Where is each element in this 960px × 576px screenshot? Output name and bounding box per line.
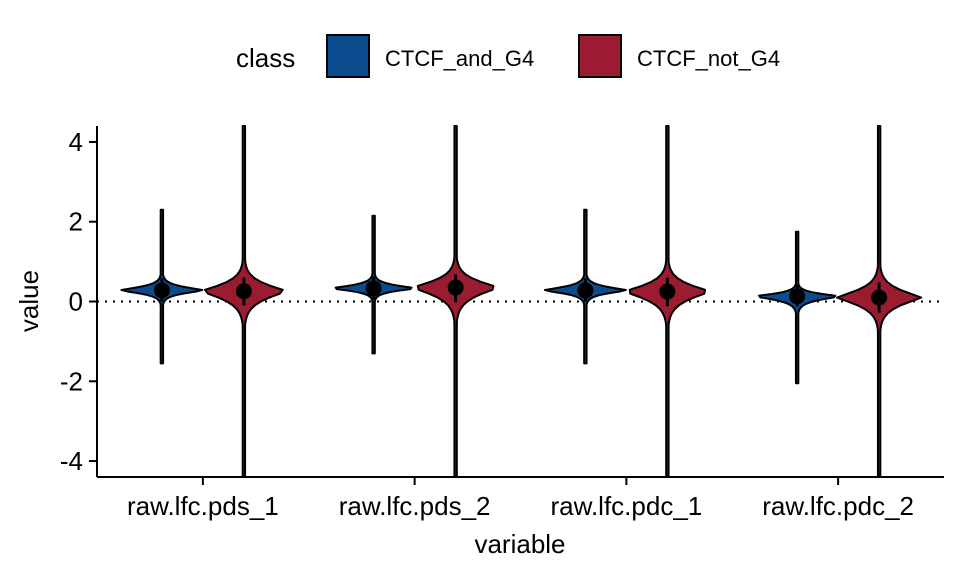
y-tick-label-3: 2 — [69, 207, 83, 237]
y-tick-label-2: 0 — [69, 287, 83, 317]
y-tick-label-1: -2 — [60, 366, 83, 396]
median-point-ctcf-and-g4-raw-lfc-pds-2 — [365, 280, 382, 297]
legend-label-ctcf-not-g4: CTCF_not_G4 — [637, 46, 780, 71]
y-tick-label-0: -4 — [60, 446, 83, 476]
legend-swatch-ctcf-not-g4 — [578, 34, 622, 78]
axes: -4 -2 0 2 4 raw.lfc.pds_1 raw.lfc.pds_2 raw.lfc… — [60, 127, 914, 521]
x-tick-label-raw-lfc-pds-2: raw.lfc.pds_2 — [339, 491, 491, 521]
x-axis-label: variable — [474, 529, 565, 559]
median-point-ctcf-not-g4-raw-lfc-pdc-1 — [659, 283, 676, 300]
legend-swatch-ctcf-and-g4 — [326, 34, 370, 78]
legend-label-ctcf-and-g4: CTCF_and_G4 — [385, 46, 534, 71]
x-tick-label-raw-lfc-pdc-1: raw.lfc.pdc_1 — [551, 491, 703, 521]
median-point-ctcf-not-g4-raw-lfc-pds-2 — [447, 279, 464, 296]
median-point-ctcf-and-g4-raw-lfc-pdc-2 — [789, 288, 806, 305]
median-point-ctcf-not-g4-raw-lfc-pdc-2 — [871, 289, 888, 306]
plot-area — [97, 125, 944, 478]
x-tick-label-raw-lfc-pds-1: raw.lfc.pds_1 — [127, 491, 279, 521]
median-point-ctcf-and-g4-raw-lfc-pds-1 — [153, 282, 170, 299]
legend: class CTCF_and_G4 CTCF_not_G4 — [236, 34, 780, 78]
y-axis-label: value — [14, 270, 44, 332]
violin-ctcf-and-g4-raw-lfc-pdc-2 — [757, 230, 837, 385]
median-point-ctcf-and-g4-raw-lfc-pdc-1 — [577, 282, 594, 299]
y-tick-label-4: 4 — [69, 127, 83, 157]
legend-title: class — [236, 43, 295, 73]
x-tick-label-raw-lfc-pdc-2: raw.lfc.pdc_2 — [762, 491, 914, 521]
median-point-ctcf-not-g4-raw-lfc-pds-1 — [235, 283, 252, 300]
